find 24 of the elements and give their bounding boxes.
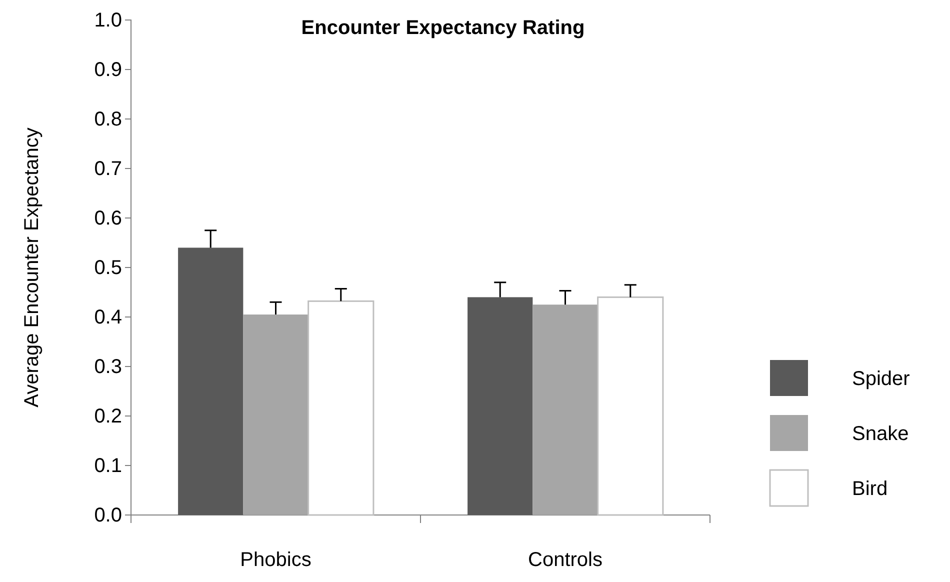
y-tick-label: 0.3 — [94, 356, 122, 378]
legend-label: Snake — [852, 423, 909, 445]
y-tick-label: 0.4 — [94, 306, 122, 328]
legend-label: Bird — [852, 478, 888, 500]
chart-title: Encounter Expectancy Rating — [301, 17, 585, 39]
bar — [243, 314, 308, 515]
bar — [308, 300, 374, 516]
bar — [468, 297, 533, 515]
bar — [178, 248, 244, 515]
y-tick-label: 0.2 — [94, 405, 122, 428]
y-tick-label: 0.6 — [94, 207, 122, 230]
y-tick-label: 0.0 — [94, 504, 122, 526]
y-tick-label: 0.7 — [94, 158, 122, 180]
x-tick-label: Controls — [528, 549, 602, 571]
y-tick-label: 0.5 — [94, 256, 122, 279]
y-tick-label: 1.0 — [94, 9, 122, 32]
y-tick-label: 0.8 — [94, 108, 122, 130]
legend-label: Spider — [852, 368, 910, 390]
y-axis-title: Average Encounter Expectancy — [21, 128, 43, 408]
bar — [532, 304, 598, 515]
x-tick-label: Phobics — [240, 549, 312, 571]
y-tick-label: 0.9 — [94, 58, 122, 81]
bar — [597, 296, 664, 516]
y-tick-label: 0.1 — [94, 454, 122, 477]
